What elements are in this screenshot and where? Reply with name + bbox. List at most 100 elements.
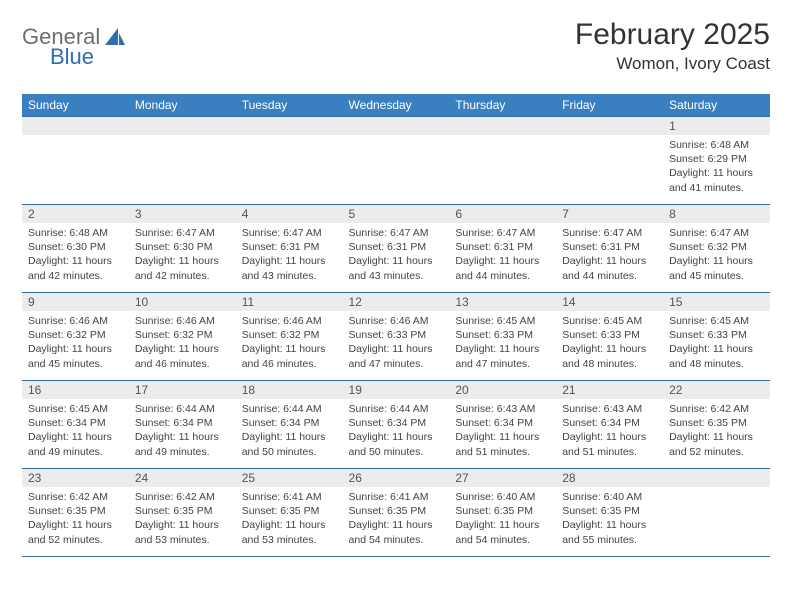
day-details: Sunrise: 6:47 AMSunset: 6:31 PMDaylight:… <box>556 223 663 289</box>
sunrise-text: Sunrise: 6:47 AM <box>135 226 230 240</box>
calendar-cell <box>129 117 236 205</box>
calendar-cell: 1Sunrise: 6:48 AMSunset: 6:29 PMDaylight… <box>663 117 770 205</box>
sunrise-text: Sunrise: 6:45 AM <box>562 314 657 328</box>
day-number: 14 <box>556 293 663 311</box>
day-details: Sunrise: 6:45 AMSunset: 6:33 PMDaylight:… <box>449 311 556 377</box>
day-details: Sunrise: 6:42 AMSunset: 6:35 PMDaylight:… <box>129 487 236 553</box>
day-number <box>129 117 236 135</box>
calendar-cell: 25Sunrise: 6:41 AMSunset: 6:35 PMDayligh… <box>236 469 343 557</box>
sunset-text: Sunset: 6:31 PM <box>455 240 550 254</box>
sunrise-text: Sunrise: 6:40 AM <box>562 490 657 504</box>
sunrise-text: Sunrise: 6:43 AM <box>562 402 657 416</box>
weekday-header: Friday <box>556 94 663 117</box>
sail-icon <box>104 27 126 47</box>
sunrise-text: Sunrise: 6:47 AM <box>242 226 337 240</box>
sunset-text: Sunset: 6:29 PM <box>669 152 764 166</box>
day-details: Sunrise: 6:46 AMSunset: 6:32 PMDaylight:… <box>236 311 343 377</box>
calendar-cell <box>556 117 663 205</box>
day-number: 16 <box>22 381 129 399</box>
calendar-cell: 27Sunrise: 6:40 AMSunset: 6:35 PMDayligh… <box>449 469 556 557</box>
calendar-cell: 28Sunrise: 6:40 AMSunset: 6:35 PMDayligh… <box>556 469 663 557</box>
day-number: 1 <box>663 117 770 135</box>
sunrise-text: Sunrise: 6:44 AM <box>242 402 337 416</box>
day-details: Sunrise: 6:46 AMSunset: 6:32 PMDaylight:… <box>22 311 129 377</box>
day-number: 23 <box>22 469 129 487</box>
location-label: Womon, Ivory Coast <box>575 54 770 74</box>
sunrise-text: Sunrise: 6:48 AM <box>28 226 123 240</box>
day-details: Sunrise: 6:43 AMSunset: 6:34 PMDaylight:… <box>556 399 663 465</box>
weekday-header: Saturday <box>663 94 770 117</box>
daylight-text: Daylight: 11 hours and 44 minutes. <box>562 254 657 282</box>
day-number: 20 <box>449 381 556 399</box>
day-details: Sunrise: 6:44 AMSunset: 6:34 PMDaylight:… <box>236 399 343 465</box>
daylight-text: Daylight: 11 hours and 53 minutes. <box>135 518 230 546</box>
day-number: 10 <box>129 293 236 311</box>
calendar-cell: 23Sunrise: 6:42 AMSunset: 6:35 PMDayligh… <box>22 469 129 557</box>
day-details: Sunrise: 6:40 AMSunset: 6:35 PMDaylight:… <box>556 487 663 553</box>
weekday-header: Monday <box>129 94 236 117</box>
sunrise-text: Sunrise: 6:41 AM <box>242 490 337 504</box>
weekday-header-row: Sunday Monday Tuesday Wednesday Thursday… <box>22 94 770 117</box>
sunrise-text: Sunrise: 6:45 AM <box>455 314 550 328</box>
daylight-text: Daylight: 11 hours and 50 minutes. <box>242 430 337 458</box>
daylight-text: Daylight: 11 hours and 48 minutes. <box>562 342 657 370</box>
sunrise-text: Sunrise: 6:47 AM <box>669 226 764 240</box>
calendar-cell: 16Sunrise: 6:45 AMSunset: 6:34 PMDayligh… <box>22 381 129 469</box>
day-details: Sunrise: 6:48 AMSunset: 6:29 PMDaylight:… <box>663 135 770 201</box>
daylight-text: Daylight: 11 hours and 49 minutes. <box>135 430 230 458</box>
daylight-text: Daylight: 11 hours and 52 minutes. <box>28 518 123 546</box>
calendar-row: 16Sunrise: 6:45 AMSunset: 6:34 PMDayligh… <box>22 381 770 469</box>
calendar-cell: 15Sunrise: 6:45 AMSunset: 6:33 PMDayligh… <box>663 293 770 381</box>
calendar-cell: 13Sunrise: 6:45 AMSunset: 6:33 PMDayligh… <box>449 293 556 381</box>
calendar-cell: 17Sunrise: 6:44 AMSunset: 6:34 PMDayligh… <box>129 381 236 469</box>
day-details: Sunrise: 6:46 AMSunset: 6:33 PMDaylight:… <box>343 311 450 377</box>
day-details: Sunrise: 6:47 AMSunset: 6:31 PMDaylight:… <box>343 223 450 289</box>
daylight-text: Daylight: 11 hours and 45 minutes. <box>28 342 123 370</box>
sunset-text: Sunset: 6:34 PM <box>242 416 337 430</box>
sunset-text: Sunset: 6:31 PM <box>562 240 657 254</box>
day-details: Sunrise: 6:45 AMSunset: 6:33 PMDaylight:… <box>663 311 770 377</box>
sunrise-text: Sunrise: 6:44 AM <box>349 402 444 416</box>
logo-text-blue: Blue <box>50 44 94 69</box>
daylight-text: Daylight: 11 hours and 47 minutes. <box>349 342 444 370</box>
daylight-text: Daylight: 11 hours and 41 minutes. <box>669 166 764 194</box>
title-block: February 2025 Womon, Ivory Coast <box>575 18 770 74</box>
daylight-text: Daylight: 11 hours and 42 minutes. <box>135 254 230 282</box>
calendar-cell: 20Sunrise: 6:43 AMSunset: 6:34 PMDayligh… <box>449 381 556 469</box>
sunrise-text: Sunrise: 6:45 AM <box>28 402 123 416</box>
sunrise-text: Sunrise: 6:44 AM <box>135 402 230 416</box>
day-number: 6 <box>449 205 556 223</box>
calendar-cell: 8Sunrise: 6:47 AMSunset: 6:32 PMDaylight… <box>663 205 770 293</box>
calendar-cell: 21Sunrise: 6:43 AMSunset: 6:34 PMDayligh… <box>556 381 663 469</box>
day-number <box>449 117 556 135</box>
sunrise-text: Sunrise: 6:46 AM <box>349 314 444 328</box>
page-title: February 2025 <box>575 18 770 52</box>
calendar-table: Sunday Monday Tuesday Wednesday Thursday… <box>22 94 770 557</box>
weekday-header: Thursday <box>449 94 556 117</box>
weekday-header: Tuesday <box>236 94 343 117</box>
day-details: Sunrise: 6:47 AMSunset: 6:31 PMDaylight:… <box>236 223 343 289</box>
calendar-cell <box>663 469 770 557</box>
sunset-text: Sunset: 6:35 PM <box>242 504 337 518</box>
sunrise-text: Sunrise: 6:46 AM <box>135 314 230 328</box>
day-number: 26 <box>343 469 450 487</box>
day-details: Sunrise: 6:47 AMSunset: 6:31 PMDaylight:… <box>449 223 556 289</box>
daylight-text: Daylight: 11 hours and 46 minutes. <box>135 342 230 370</box>
daylight-text: Daylight: 11 hours and 53 minutes. <box>242 518 337 546</box>
daylight-text: Daylight: 11 hours and 55 minutes. <box>562 518 657 546</box>
calendar-row: 1Sunrise: 6:48 AMSunset: 6:29 PMDaylight… <box>22 117 770 205</box>
day-number: 5 <box>343 205 450 223</box>
sunrise-text: Sunrise: 6:47 AM <box>562 226 657 240</box>
sunset-text: Sunset: 6:35 PM <box>562 504 657 518</box>
daylight-text: Daylight: 11 hours and 54 minutes. <box>455 518 550 546</box>
calendar-cell: 5Sunrise: 6:47 AMSunset: 6:31 PMDaylight… <box>343 205 450 293</box>
calendar-cell: 12Sunrise: 6:46 AMSunset: 6:33 PMDayligh… <box>343 293 450 381</box>
sunrise-text: Sunrise: 6:45 AM <box>669 314 764 328</box>
daylight-text: Daylight: 11 hours and 54 minutes. <box>349 518 444 546</box>
daylight-text: Daylight: 11 hours and 43 minutes. <box>349 254 444 282</box>
daylight-text: Daylight: 11 hours and 42 minutes. <box>28 254 123 282</box>
weekday-header: Wednesday <box>343 94 450 117</box>
calendar-cell: 24Sunrise: 6:42 AMSunset: 6:35 PMDayligh… <box>129 469 236 557</box>
calendar-row: 2Sunrise: 6:48 AMSunset: 6:30 PMDaylight… <box>22 205 770 293</box>
calendar-cell <box>22 117 129 205</box>
